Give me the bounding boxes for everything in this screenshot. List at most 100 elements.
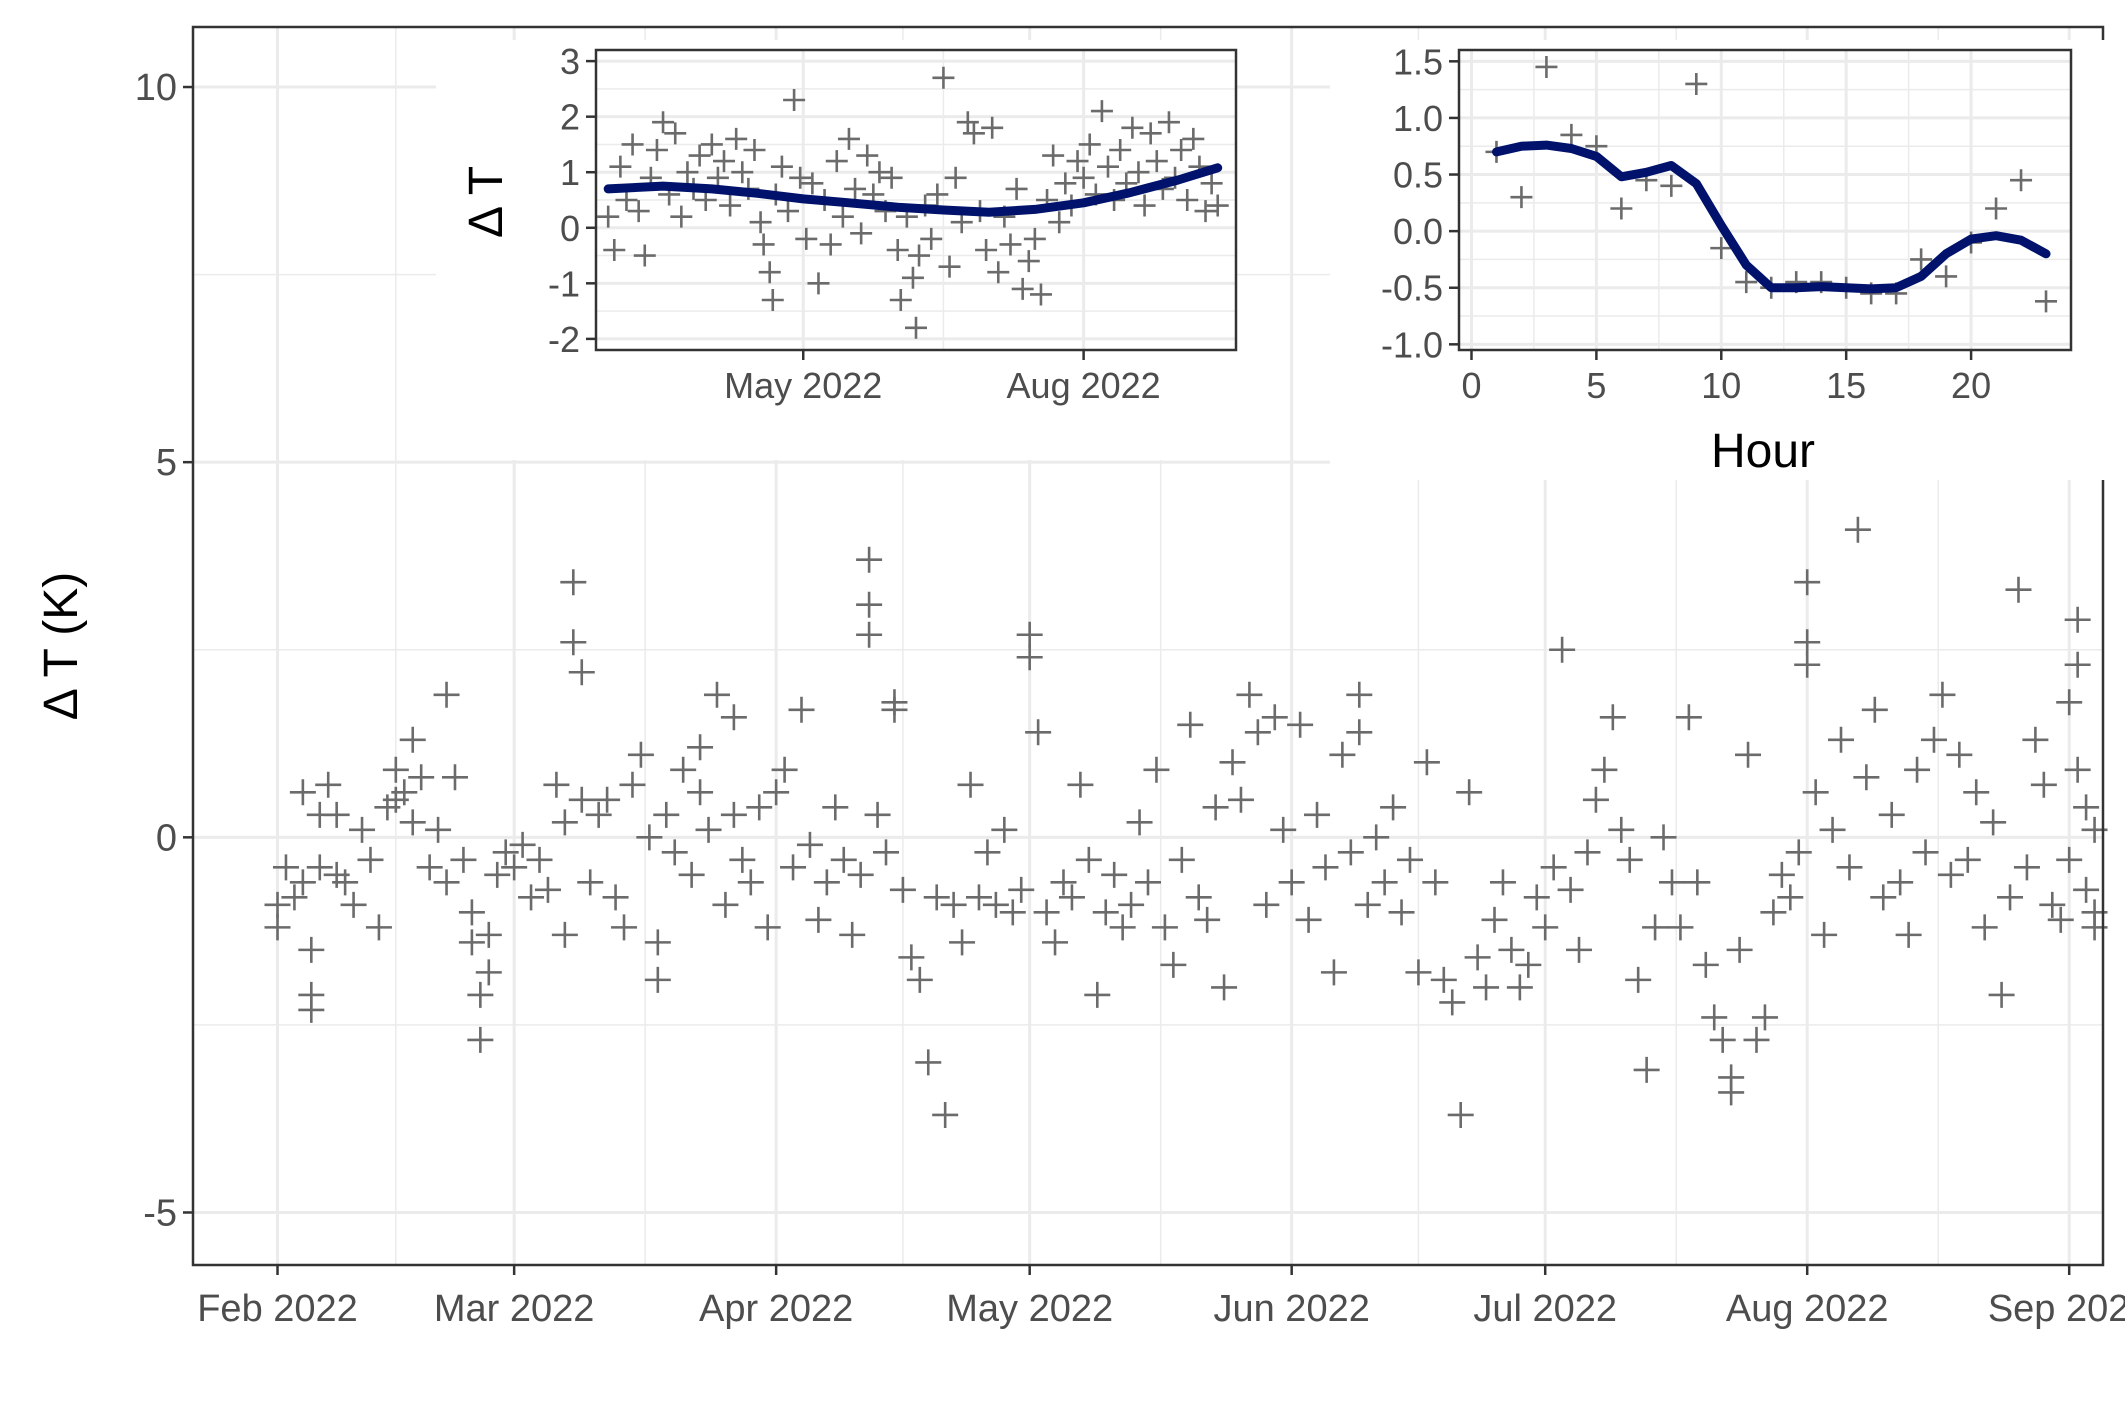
main-point [2056, 689, 2083, 716]
inset-seasonal-y-tick-label: 0 [560, 208, 580, 249]
inset-diurnal-point [1910, 248, 1933, 271]
main-point [1371, 869, 1398, 896]
inset-seasonal-point [856, 144, 879, 167]
inset-seasonal-point [889, 289, 912, 311]
main-point [1946, 741, 1973, 768]
main-point [458, 899, 485, 926]
main-point [408, 764, 435, 791]
main-point [873, 839, 900, 866]
inset-seasonal-x-axis: May 2022 Aug 2022 [724, 350, 1161, 406]
main-point [856, 621, 883, 648]
inset-diurnal-point [1510, 186, 1533, 209]
main-point [611, 914, 638, 941]
inset-seasonal-point [1133, 194, 1156, 217]
main-point [1473, 974, 1500, 1001]
main-point [1464, 944, 1491, 971]
inset-diurnal-grid [1459, 50, 2071, 350]
main-point [1760, 899, 1787, 926]
inset-seasonal-point [789, 166, 812, 189]
main-point [2064, 651, 2091, 678]
inset-seasonal-y-axis-title: Δ T [460, 166, 513, 238]
main-point [484, 861, 511, 888]
main-panel-border [191, 25, 2105, 1267]
inset-seasonal-point [633, 244, 656, 267]
main-x-tick-label: Mar 2022 [434, 1288, 595, 1330]
main-x-tick-label: Apr 2022 [699, 1288, 853, 1330]
inset-seasonal-point [752, 233, 775, 256]
inset-seasonal-point [688, 144, 711, 167]
main-point [365, 914, 392, 941]
main-point [1844, 516, 1871, 543]
main-point [1211, 974, 1238, 1001]
inset-seasonal-point [719, 194, 742, 217]
inset-seasonal-point [1078, 133, 1101, 156]
main-point [1320, 959, 1347, 986]
main-point [864, 801, 891, 828]
main-point [1777, 884, 1804, 911]
main-point [1481, 906, 1508, 933]
main-point [1498, 936, 1525, 963]
main-point [425, 816, 452, 843]
inset-seasonal-point [609, 155, 632, 178]
main-point [1904, 756, 1931, 783]
inset-diurnal-point [1735, 271, 1758, 294]
inset-seasonal-point [1157, 111, 1180, 134]
inset-diurnal-y-tick-label: 1.5 [1393, 41, 1443, 82]
inset-seasonal-border [594, 48, 1238, 352]
main-point [1709, 1026, 1736, 1053]
main-point [839, 921, 866, 948]
main-point [349, 816, 376, 843]
main-point [712, 891, 739, 918]
main-point [695, 816, 722, 843]
main-point [467, 981, 494, 1008]
inset-seasonal-point [905, 316, 927, 339]
main-point [1751, 1004, 1778, 1031]
main-point [357, 846, 384, 873]
main-point [636, 824, 663, 851]
main-point [433, 869, 460, 896]
main-point [796, 831, 823, 858]
main-point [2047, 906, 2074, 933]
main-y-tick-label: 0 [156, 817, 177, 859]
main-point [1346, 719, 1373, 746]
main-point [1616, 846, 1643, 873]
inset-seasonal-point [700, 133, 723, 156]
inset-seasonal-point [1090, 100, 1113, 123]
main-point [501, 854, 528, 881]
main-point [560, 569, 587, 596]
inset-seasonal-point [850, 222, 873, 245]
inset-seasonal-point [837, 127, 860, 150]
main-point [1599, 704, 1626, 731]
inset-seasonal-point [868, 161, 891, 184]
main-point [1794, 629, 1821, 656]
main-point [475, 959, 502, 986]
inset-seasonal-point [975, 239, 998, 261]
main-x-tick-label: May 2022 [946, 1288, 1113, 1330]
main-point [1582, 786, 1609, 813]
inset-seasonal-point [795, 227, 818, 250]
inset-diurnal-point [1985, 197, 2008, 220]
main-point [720, 801, 747, 828]
main-point [1988, 981, 2015, 1008]
inset-seasonal-point [981, 116, 1004, 139]
main-point [805, 906, 832, 933]
main-point [856, 591, 883, 618]
main-point [1236, 681, 1263, 708]
inset-seasonal-y-tick-label: 1 [560, 152, 580, 193]
inset-seasonal-point [761, 289, 784, 311]
main-point [1075, 846, 1102, 873]
main-point [881, 696, 908, 723]
inset-diurnal-panel: 0 5 10 15 20 -1.0 -0.5 0.0 0.5 1.0 1.5 Hour [1330, 40, 2110, 480]
inset-seasonal-point [621, 133, 644, 156]
main-point [1058, 884, 1085, 911]
inset-seasonal-point [1194, 200, 1217, 223]
inset-seasonal-point [987, 261, 1010, 284]
main-point [602, 884, 629, 911]
main-point [1726, 936, 1753, 963]
inset-diurnal-y-tick-label: 0.0 [1393, 211, 1443, 252]
main-point [1244, 719, 1271, 746]
main-point [1118, 891, 1145, 918]
main-y-tick-label: -5 [143, 1192, 177, 1234]
main-point [1456, 779, 1483, 806]
main-point [771, 756, 798, 783]
